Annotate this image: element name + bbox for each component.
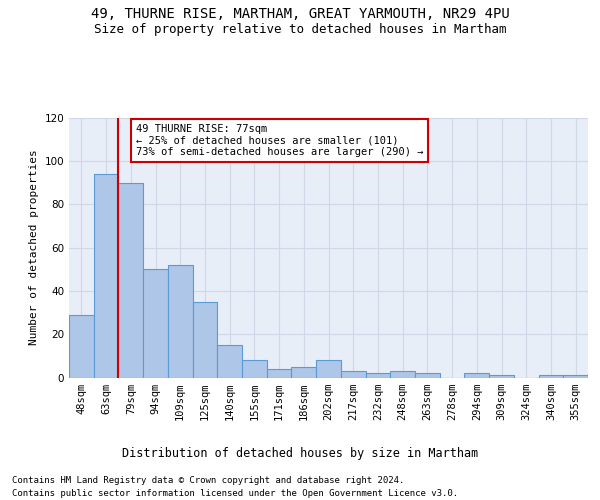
Bar [217, 345, 242, 378]
Y-axis label: Number of detached properties: Number of detached properties [29, 150, 39, 346]
Bar [292, 366, 316, 378]
Bar [267, 369, 292, 378]
Bar [390, 371, 415, 378]
Text: Contains public sector information licensed under the Open Government Licence v3: Contains public sector information licen… [12, 489, 458, 498]
Bar [168, 265, 193, 378]
Bar [193, 302, 217, 378]
Bar [69, 314, 94, 378]
Bar [341, 371, 365, 378]
Text: Contains HM Land Registry data © Crown copyright and database right 2024.: Contains HM Land Registry data © Crown c… [12, 476, 404, 485]
Bar [415, 373, 440, 378]
Bar [118, 182, 143, 378]
Bar [563, 376, 588, 378]
Bar [316, 360, 341, 378]
Bar [464, 373, 489, 378]
Bar [94, 174, 118, 378]
Text: 49 THURNE RISE: 77sqm
← 25% of detached houses are smaller (101)
73% of semi-det: 49 THURNE RISE: 77sqm ← 25% of detached … [136, 124, 423, 157]
Text: 49, THURNE RISE, MARTHAM, GREAT YARMOUTH, NR29 4PU: 49, THURNE RISE, MARTHAM, GREAT YARMOUTH… [91, 8, 509, 22]
Bar [489, 376, 514, 378]
Bar [242, 360, 267, 378]
Bar [539, 376, 563, 378]
Bar [365, 373, 390, 378]
Text: Size of property relative to detached houses in Martham: Size of property relative to detached ho… [94, 22, 506, 36]
Text: Distribution of detached houses by size in Martham: Distribution of detached houses by size … [122, 448, 478, 460]
Bar [143, 269, 168, 378]
